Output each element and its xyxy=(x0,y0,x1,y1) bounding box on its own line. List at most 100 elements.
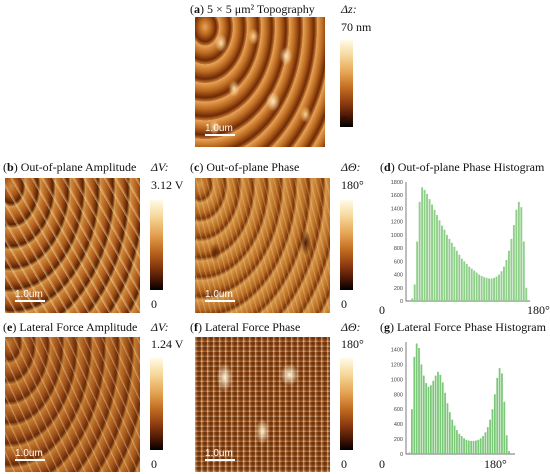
y-tick-label: 0 xyxy=(400,299,403,303)
scale-bar xyxy=(205,300,235,302)
y-tick-label: 1000 xyxy=(391,233,403,239)
histogram-bar xyxy=(433,209,436,301)
y-tick-label: 1400 xyxy=(391,347,403,353)
histogram-bar xyxy=(491,409,494,454)
histogram-bar xyxy=(517,201,520,301)
histogram-bar xyxy=(456,430,458,454)
histogram-bar xyxy=(432,380,435,454)
histogram-bar xyxy=(468,266,471,301)
colorbar-e-symbol: ΔV: xyxy=(151,320,169,334)
histogram-bar xyxy=(443,229,446,301)
panel-g-title: (g) Lateral Force Phase Histogram xyxy=(380,320,546,334)
histogram-bar xyxy=(430,385,432,454)
colorbar-f-max: 180° xyxy=(341,337,364,351)
histogram-bar xyxy=(451,419,454,454)
histogram-bar xyxy=(525,287,528,301)
histogram-bar xyxy=(480,275,483,301)
colorbar-b-min: 0 xyxy=(151,297,157,311)
colorbar-b-max: 3.12 V xyxy=(151,178,184,192)
histogram-bar xyxy=(478,274,481,301)
histogram-bar xyxy=(441,225,443,301)
histogram-bar xyxy=(441,382,444,454)
y-tick-label: 400 xyxy=(394,273,403,279)
scale-bar-label: 1.0um xyxy=(15,448,43,459)
histogram-bar xyxy=(467,440,470,454)
histogram-bar xyxy=(425,383,428,454)
histogram-bar xyxy=(463,438,465,454)
histogram-bar xyxy=(484,432,487,454)
colorbar-e-min: 0 xyxy=(151,457,157,471)
colorbar-c xyxy=(340,200,353,290)
colorbar-a-max: 70 nm xyxy=(341,20,372,34)
out-of-plane-amplitude-image: 1.0um xyxy=(5,178,140,313)
panel-c-title: (c) Out-of-plane Phase xyxy=(190,160,300,174)
histogram-bar xyxy=(510,238,513,301)
colorbar-f-min: 0 xyxy=(341,457,347,471)
histogram-bar xyxy=(508,451,510,454)
y-tick-label: 800 xyxy=(394,392,403,398)
histogram-bar xyxy=(465,263,468,301)
histogram-bar xyxy=(436,215,438,301)
histogram-bar xyxy=(446,403,449,454)
histogram-bar xyxy=(418,201,421,301)
y-tick-label: 1200 xyxy=(391,220,403,226)
panel-b-title: (b) Out-of-plane Amplitude xyxy=(3,160,137,174)
panel-f-title: (f) Lateral Force Phase xyxy=(190,320,301,334)
y-tick-label: 400 xyxy=(394,422,403,428)
histogram-bar xyxy=(479,438,482,454)
scale-bar xyxy=(15,459,45,461)
histogram-bar xyxy=(453,425,456,454)
colorbar-f-symbol: ΔΘ: xyxy=(341,320,361,334)
histogram-bar xyxy=(477,439,480,454)
histogram-bar xyxy=(486,427,489,454)
colorbar-a-min: 0 xyxy=(341,113,347,127)
scale-bar xyxy=(15,300,45,302)
colorbar-e xyxy=(150,358,163,450)
histogram-bar xyxy=(444,392,446,454)
histogram-bar xyxy=(463,261,466,301)
colorbar-c-symbol: ΔΘ: xyxy=(341,160,361,174)
scale-bar xyxy=(205,134,235,136)
histogram-bar xyxy=(455,250,458,301)
lateral-force-phase-histogram: 1400 1200 1000 800 600 400 200 0 xyxy=(380,338,545,456)
histogram-bar xyxy=(503,266,505,301)
histogram-bar xyxy=(445,234,448,301)
histogram-svg: 1800 1600 1400 1200 1000 800 600 400 200 0 xyxy=(391,180,530,303)
histogram-bar xyxy=(505,435,508,454)
histogram-bar xyxy=(498,274,500,301)
histogram-bar xyxy=(408,452,411,454)
colorbar-e-max: 1.24 V xyxy=(151,337,184,351)
scale-bar-label: 1.0um xyxy=(15,289,43,300)
panel-d-title: (d) Out-of-plane Phase Histogram xyxy=(380,160,545,174)
histogram-bar xyxy=(460,436,463,454)
histogram-bar xyxy=(470,440,473,454)
y-tick-label: 800 xyxy=(394,246,403,252)
y-tick-label: 200 xyxy=(394,286,403,292)
histogram-bar xyxy=(472,440,475,454)
histogram-bar xyxy=(500,271,503,301)
histogram-bar xyxy=(450,242,453,301)
colorbar-f xyxy=(340,358,353,450)
histogram-bar xyxy=(415,343,418,454)
y-tick-label: 0 xyxy=(400,452,403,456)
histogram-bar xyxy=(413,356,416,454)
histogram-bar xyxy=(475,440,477,454)
y-tick-label: 1800 xyxy=(391,180,403,186)
colorbar-b xyxy=(150,200,163,290)
out-of-plane-phase-image: 1.0um xyxy=(195,178,330,313)
histogram-bar xyxy=(512,224,515,301)
histogram-bar xyxy=(493,277,495,301)
y-tick-label: 1200 xyxy=(391,362,403,368)
y-tick-label: 600 xyxy=(394,407,403,413)
histogram-bar xyxy=(416,241,419,301)
histogram-bar xyxy=(411,409,413,454)
histogram-svg: 1400 1200 1000 800 600 400 200 0 xyxy=(391,342,515,456)
histogram-bar xyxy=(520,207,523,301)
histogram-bar xyxy=(483,277,486,301)
histogram-bar xyxy=(458,433,461,454)
histogram-bar xyxy=(434,375,437,454)
histogram-bar xyxy=(431,204,433,301)
topography-image: 1.0um xyxy=(195,17,325,147)
scale-bar-label: 1.0um xyxy=(205,448,233,459)
histogram-bar xyxy=(421,187,424,301)
